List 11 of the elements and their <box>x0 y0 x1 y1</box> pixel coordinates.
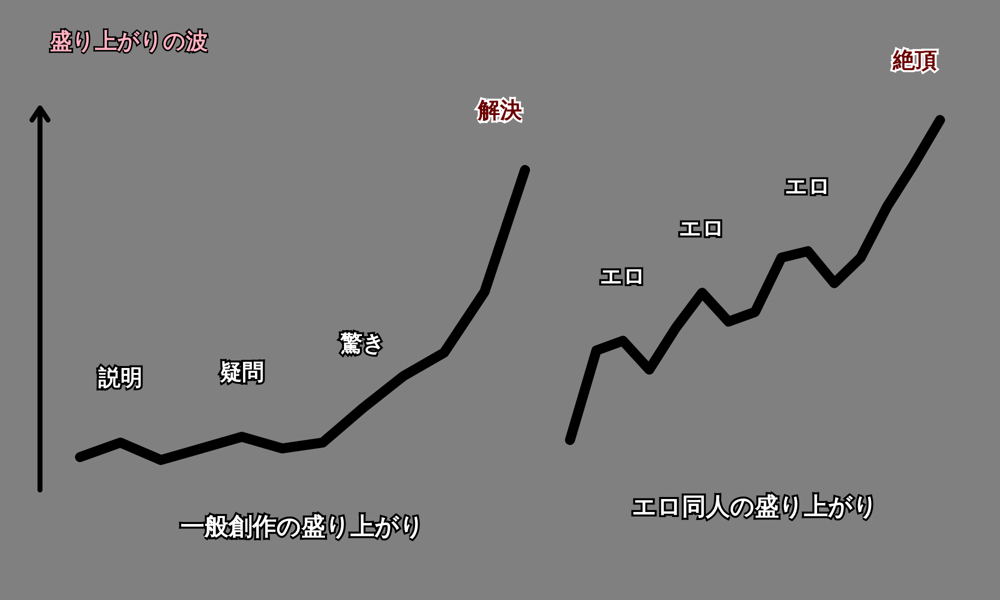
x-axis-title: エロ同人の盛り上がり <box>632 494 878 520</box>
x-axis-title: 一般創作の盛り上がり <box>180 514 424 540</box>
text: 絶頂 <box>892 48 937 74</box>
chart-title: 盛り上がりの波 <box>49 28 208 54</box>
annotation: 驚き <box>340 331 386 356</box>
annotation: エロ <box>784 174 831 200</box>
annotation: 疑問 <box>218 360 264 386</box>
annotation: エロ <box>600 264 646 290</box>
annotation: 説明 <box>97 366 142 392</box>
text: 解決 <box>477 98 523 124</box>
annotation: エロ <box>679 216 726 242</box>
